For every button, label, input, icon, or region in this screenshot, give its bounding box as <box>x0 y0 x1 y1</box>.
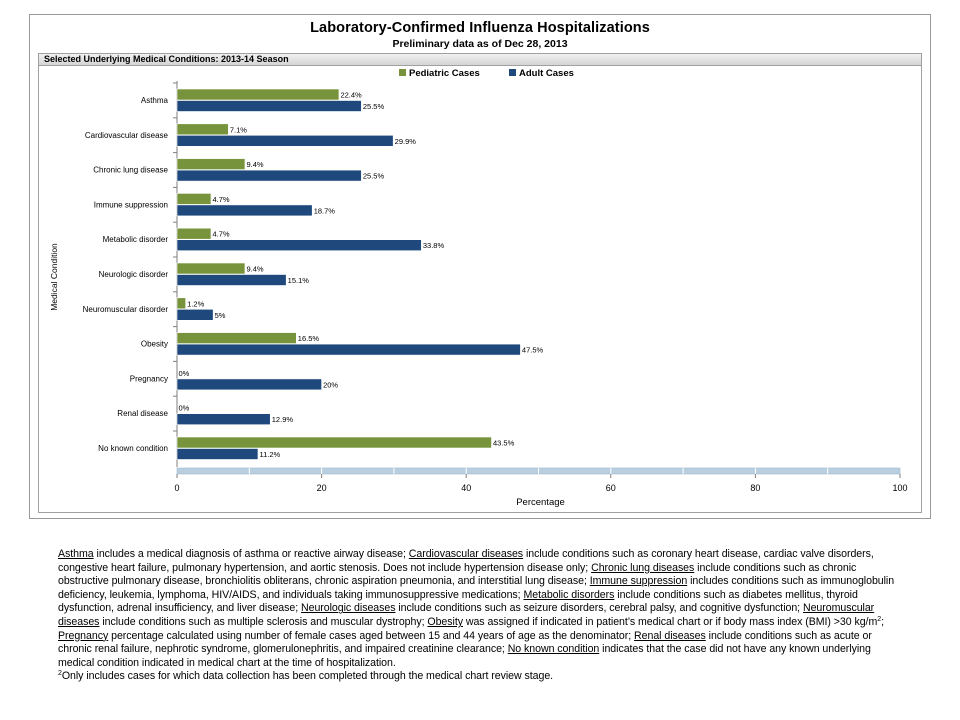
footnote-superscript: 2 <box>58 670 62 678</box>
legend-swatch-adult <box>509 69 516 76</box>
footnote-text: include conditions such as coronary hear… <box>58 548 874 574</box>
bar-adult <box>176 204 313 217</box>
data-label: 47.5% <box>522 346 544 355</box>
bar-pediatric <box>176 297 186 310</box>
footnote-text: was assigned if indicated in patient’s m… <box>462 615 878 628</box>
footnote-term-no-known: No known condition <box>507 643 600 656</box>
data-label: 16.5% <box>298 334 320 343</box>
bar-pediatric <box>176 227 212 240</box>
bar-pediatric <box>176 88 340 101</box>
footnote-term-chronic-lung: Chronic lung diseases <box>591 561 695 574</box>
footnote-text: indicates that the case did not have any… <box>58 643 871 669</box>
data-label: 43.5% <box>493 439 515 448</box>
footnote-term-immune: Immune suppression <box>589 575 688 588</box>
bar-chart: Pediatric Cases Adult CasesAsthma22.4%25.… <box>49 68 908 508</box>
footnote-text: Only includes cases for which data colle… <box>61 670 554 683</box>
x-tick-label: 0 <box>174 483 179 493</box>
chart-subtitle: Preliminary data as of Dec 28, 2013 <box>392 38 568 50</box>
category-label: Cardiovascular disease <box>85 131 169 140</box>
x-tick-label: 80 <box>750 483 760 493</box>
footnote-text: ; <box>881 615 884 628</box>
chart-panel <box>38 65 922 513</box>
bar-adult <box>176 378 322 391</box>
x-tick-label: 20 <box>317 483 327 493</box>
data-label: 0% <box>179 404 190 413</box>
category-label: Neuromuscular disorder <box>83 305 169 314</box>
data-label: 4.7% <box>212 230 229 239</box>
footnote-text: include conditions such as multiple scle… <box>99 615 428 628</box>
bar-adult <box>176 169 362 182</box>
data-label: 9.4% <box>246 160 263 169</box>
category-label: Asthma <box>141 96 169 105</box>
category-label: Renal disease <box>117 409 168 418</box>
x-axis-title: Percentage <box>516 497 565 508</box>
bar-adult <box>176 274 287 286</box>
bar-adult <box>176 413 271 426</box>
bar-adult <box>176 308 214 321</box>
data-label: 1.2% <box>187 299 204 308</box>
data-label: 29.9% <box>395 137 417 146</box>
footnote-term-neurologic: Neurologic diseases <box>301 602 396 615</box>
data-label: 15.1% <box>288 276 310 285</box>
footnote-superscript: 2 <box>877 615 882 623</box>
bar-adult <box>176 135 394 147</box>
footnote: Asthma includes a medical diagnosis of a… <box>58 548 906 684</box>
data-label: 9.4% <box>246 265 263 274</box>
bar-adult <box>176 343 521 356</box>
bar-pediatric <box>176 332 297 344</box>
y-axis-title: Medical Condition <box>49 243 59 311</box>
bar-pediatric <box>176 158 246 170</box>
x-tick-label: 100 <box>892 483 907 493</box>
footnote-text: includes conditions such as immunoglobul… <box>58 575 895 601</box>
category-label: No known condition <box>98 444 168 453</box>
bar-pediatric <box>176 436 492 449</box>
data-label: 7.1% <box>230 125 247 134</box>
data-label: 22.4% <box>340 91 362 100</box>
bar-adult <box>176 100 362 112</box>
footnote-term-cardiovascular: Cardiovascular diseases <box>408 548 524 560</box>
data-label: 25.5% <box>363 102 385 111</box>
footnote-term-renal: Renal diseases <box>634 629 706 642</box>
legend-label: Pediatric Cases <box>409 68 480 79</box>
footnote-text: include conditions such as seizure disor… <box>395 602 803 615</box>
footnote-term-pregnancy: Pregnancy <box>58 629 109 642</box>
legend-label: Adult Cases <box>519 68 574 79</box>
footnote-term-metabolic: Metabolic disorders <box>523 588 615 601</box>
data-label: 11.2% <box>259 450 280 459</box>
bar-adult <box>176 239 422 251</box>
footnote-text: include conditions such as chronic obstr… <box>58 561 857 588</box>
category-label: Pregnancy <box>130 374 168 383</box>
category-label: Immune suppression <box>94 200 168 209</box>
data-label: 4.7% <box>212 195 229 204</box>
footnote-text: include conditions such as diabetes mell… <box>58 588 858 615</box>
category-label: Neurologic disorder <box>99 270 169 279</box>
bar-pediatric <box>176 193 212 205</box>
footnote-term-asthma: Asthma <box>58 548 94 560</box>
panel-header: Selected Underlying Medical Conditions: … <box>38 53 922 66</box>
footnote-term-obesity: Obesity <box>427 615 463 628</box>
chart-frame: Laboratory-Confirmed Influenza Hospitali… <box>29 14 931 519</box>
bar-pediatric <box>176 123 229 136</box>
data-label: 0% <box>179 369 190 378</box>
bar-adult <box>176 448 259 460</box>
data-label: 20% <box>323 380 338 389</box>
legend-swatch-pediatric <box>399 69 406 76</box>
bar-pediatric <box>176 262 246 275</box>
footnote-text: include conditions such as acute or chro… <box>58 629 872 656</box>
footnote-term-neuromuscular: Neuromuscular diseases <box>58 602 875 628</box>
chart-title: Laboratory-Confirmed Influenza Hospitali… <box>310 20 650 36</box>
data-label: 25.5% <box>363 172 385 181</box>
footnote-text: percentage calculated using number of fe… <box>108 629 635 642</box>
x-tick-label: 40 <box>461 483 471 493</box>
category-label: Metabolic disorder <box>103 235 169 244</box>
footnote-2: 2Only includes cases for which data coll… <box>58 670 906 684</box>
category-label: Obesity <box>141 340 168 349</box>
data-label: 5% <box>215 311 226 320</box>
category-label: Chronic lung disease <box>93 166 168 175</box>
footnote-text: includes a medical diagnosis of asthma o… <box>93 548 409 560</box>
data-label: 18.7% <box>314 206 336 215</box>
data-label: 33.8% <box>423 241 445 250</box>
data-label: 12.9% <box>272 415 294 424</box>
x-tick-label: 60 <box>606 483 616 493</box>
